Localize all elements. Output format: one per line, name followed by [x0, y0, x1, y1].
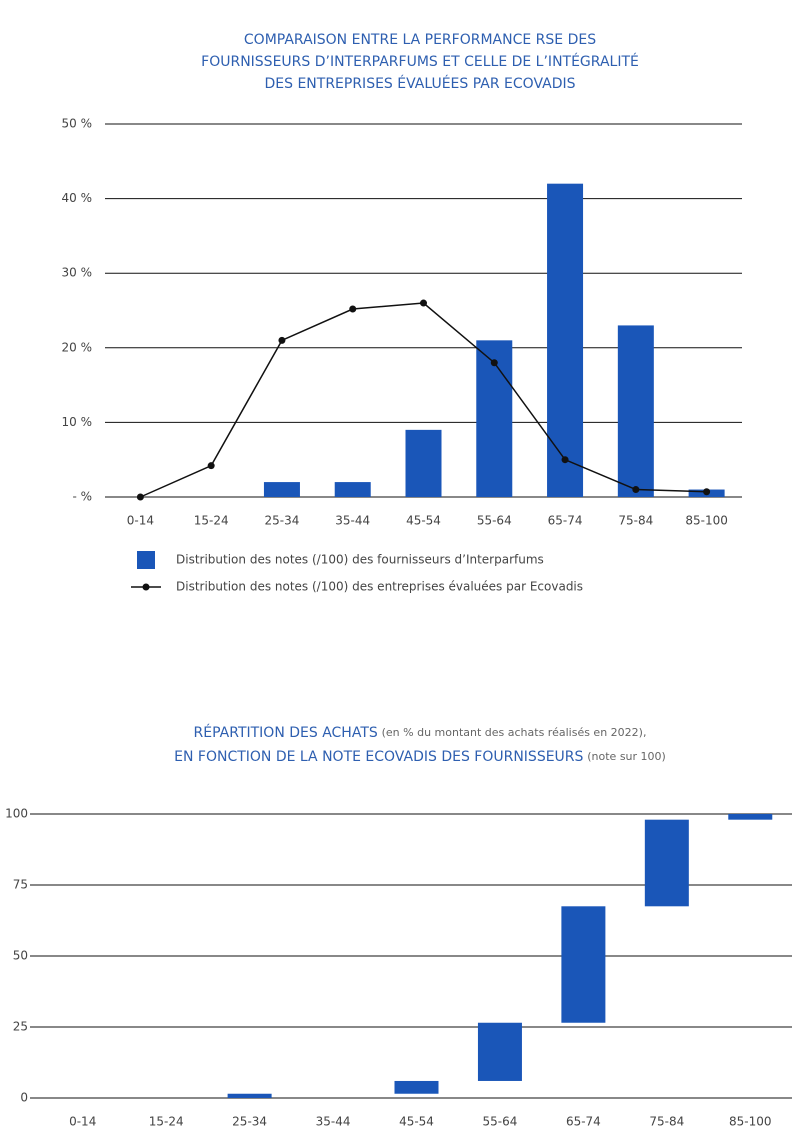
y-tick-label: 30 %: [62, 266, 93, 280]
x-tick-label: 35-44: [316, 1115, 351, 1126]
point: [136, 493, 144, 501]
chart-title: COMPARAISON ENTRE LA PERFORMANCE RSE DES: [244, 32, 596, 48]
x-tick-label: 75-84: [618, 514, 653, 528]
legend-label: Distribution des notes (/100) des fourni…: [176, 553, 544, 567]
x-tick-label: 0-14: [127, 514, 154, 528]
x-tick-label: 85-100: [685, 514, 728, 528]
x-tick-label: 35-44: [335, 514, 370, 528]
x-tick-label: 25-34: [232, 1115, 267, 1126]
x-tick-label: 25-34: [265, 514, 300, 528]
x-tick-label: 15-24: [149, 1115, 184, 1126]
point: [207, 462, 215, 470]
y-tick-label: 20 %: [62, 340, 93, 354]
point: [703, 488, 711, 496]
bar: [644, 819, 689, 907]
x-tick-label: 45-54: [399, 1115, 434, 1126]
chart-title: DES ENTREPRISES ÉVALUÉES PAR ECOVADIS: [264, 75, 575, 92]
bar: [547, 183, 584, 497]
bar: [617, 325, 654, 497]
legend-swatch: [137, 551, 155, 569]
bar: [477, 1022, 522, 1081]
point: [278, 336, 286, 344]
title-part: (note sur 100): [587, 750, 666, 763]
y-tick-label: 40 %: [62, 191, 93, 205]
y-tick-label: - %: [72, 490, 92, 504]
x-tick-label: 45-54: [406, 514, 441, 528]
title-part: RÉPARTITION DES ACHATS: [194, 724, 378, 741]
legend-swatch: [142, 583, 150, 591]
bar: [476, 340, 513, 497]
x-tick-label: 85-100: [729, 1115, 772, 1126]
chart-title: EN FONCTION DE LA NOTE ECOVADIS DES FOUR…: [174, 749, 666, 765]
bar: [263, 482, 300, 497]
x-tick-label: 15-24: [194, 514, 229, 528]
bar: [394, 1080, 439, 1094]
bar: [334, 482, 371, 497]
y-tick-label: 100: [5, 807, 28, 821]
y-tick-label: 50: [13, 949, 28, 963]
point: [490, 359, 498, 367]
x-tick-label: 65-74: [548, 514, 583, 528]
title-part: EN FONCTION DE LA NOTE ECOVADIS DES FOUR…: [174, 749, 583, 765]
point: [632, 486, 640, 494]
point: [420, 299, 427, 307]
x-tick-label: 55-64: [483, 1115, 518, 1126]
chart-title: FOURNISSEURS D’INTERPARFUMS ET CELLE DE …: [201, 53, 639, 70]
title-part: (en % du montant des achats réalisés en …: [382, 726, 647, 739]
x-tick-label: 75-84: [649, 1115, 684, 1126]
point: [561, 456, 569, 464]
x-tick-label: 65-74: [566, 1115, 601, 1126]
bar: [728, 814, 773, 820]
y-tick-label: 25: [13, 1020, 28, 1034]
y-tick-label: 75: [13, 878, 28, 892]
legend-label: Distribution des notes (/100) des entrep…: [176, 580, 583, 594]
x-tick-label: 55-64: [477, 514, 512, 528]
y-tick-label: 0: [20, 1091, 28, 1105]
chart-title: RÉPARTITION DES ACHATS (en % du montant …: [194, 724, 647, 741]
bar: [561, 906, 606, 1023]
y-tick-label: 50 %: [62, 117, 93, 131]
point: [349, 305, 357, 313]
x-tick-label: 0-14: [69, 1115, 96, 1126]
y-tick-label: 10 %: [62, 415, 93, 429]
bar: [405, 429, 442, 497]
bar: [227, 1093, 272, 1098]
